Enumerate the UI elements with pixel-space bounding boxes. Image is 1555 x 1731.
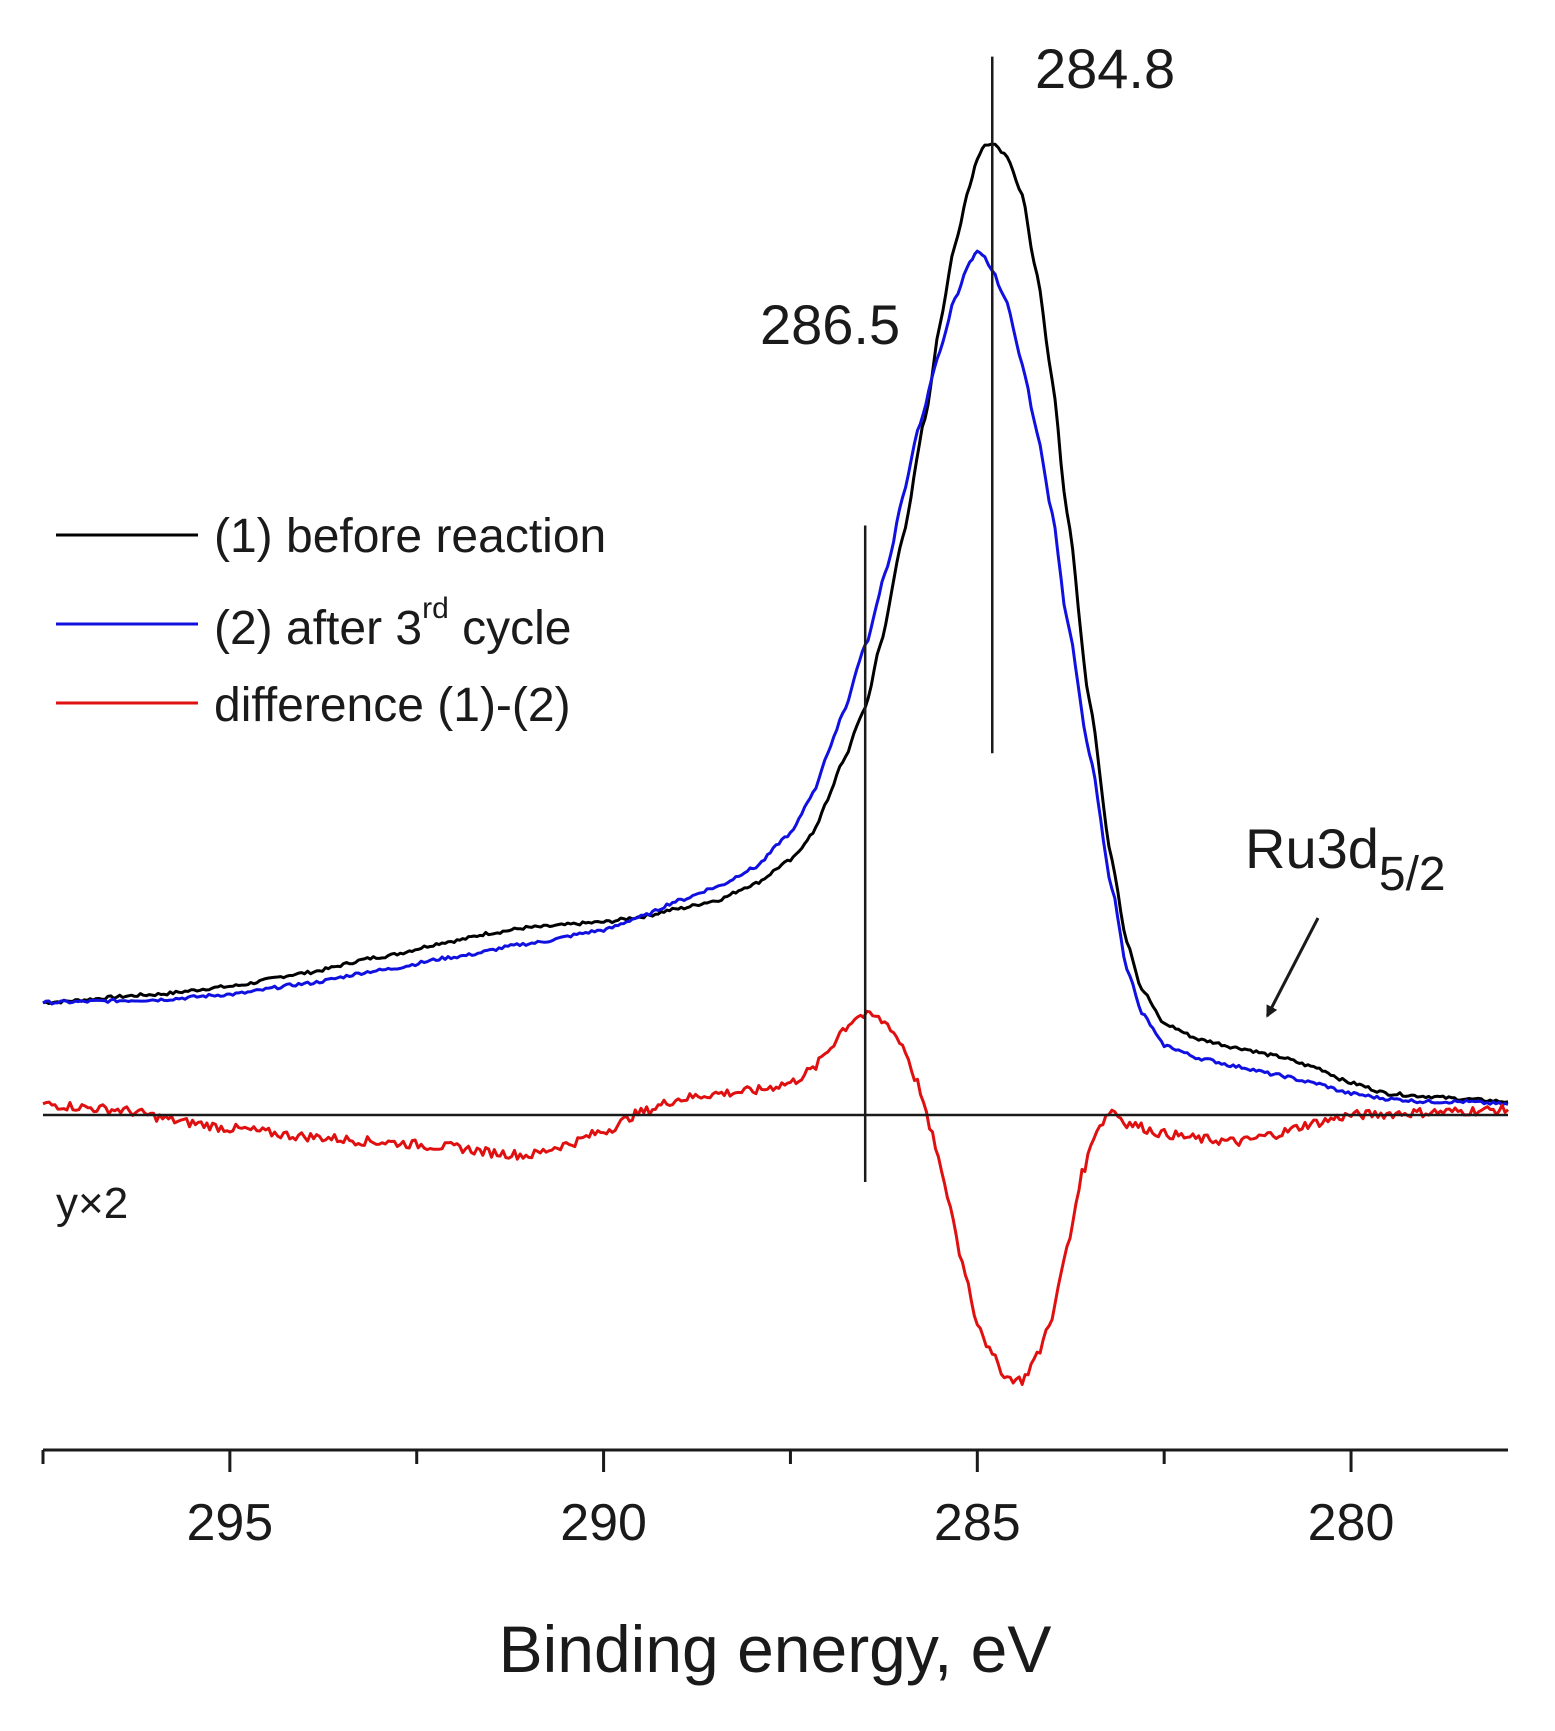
legend-item-before-reaction: (1) before reaction (56, 510, 606, 563)
x-tick-label-295: 295 (186, 1494, 273, 1552)
x-axis-title: Binding energy, eV (499, 1612, 1052, 1686)
legend-label-difference-text: difference (1)-(2) (214, 679, 571, 732)
difference-scale-note: y×2 (56, 1179, 128, 1228)
ru3d-label: Ru3d5/2 (1245, 817, 1446, 901)
legend-label-after-prefix: (2) after 3 (214, 602, 422, 655)
legend-item-difference: difference (1)-(2) (56, 679, 571, 732)
legend-label-difference: difference (1)-(2) (214, 679, 571, 732)
ru3d-label-subscript: 5/2 (1379, 848, 1446, 901)
peak-label-284-8: 284.8 (1035, 37, 1175, 100)
legend-label-after-3rd-cycle: (2) after 3rd cycle (214, 592, 571, 655)
series-before-reaction-line (42, 142, 1509, 1104)
x-tick-label-290: 290 (560, 1494, 647, 1552)
peak-label-286-5: 286.5 (760, 293, 900, 356)
x-axis-tick-labels: 295 290 285 280 (186, 1494, 1394, 1552)
legend-label-before-reaction-text: (1) before reaction (214, 510, 606, 563)
legend: (1) before reaction (2) after 3rd cycle … (56, 510, 606, 732)
ru3d-label-main: Ru3d (1245, 817, 1379, 880)
series-group (42, 142, 1510, 1386)
x-tick-label-285: 285 (934, 1494, 1021, 1552)
legend-label-after-suffix: cycle (449, 602, 572, 655)
series-difference-line (42, 1009, 1510, 1386)
legend-label-after-superscript: rd (422, 592, 449, 625)
x-axis-ticks (41, 1450, 1353, 1472)
ru3d-arrow (1266, 917, 1320, 1018)
x-tick-label-280: 280 (1308, 1494, 1395, 1552)
series-after-3rd-cycle-line (42, 249, 1509, 1107)
x-axis: 295 290 285 280 (41, 1448, 1508, 1552)
legend-item-after-3rd-cycle: (2) after 3rd cycle (56, 592, 571, 655)
legend-label-before-reaction: (1) before reaction (214, 510, 606, 563)
